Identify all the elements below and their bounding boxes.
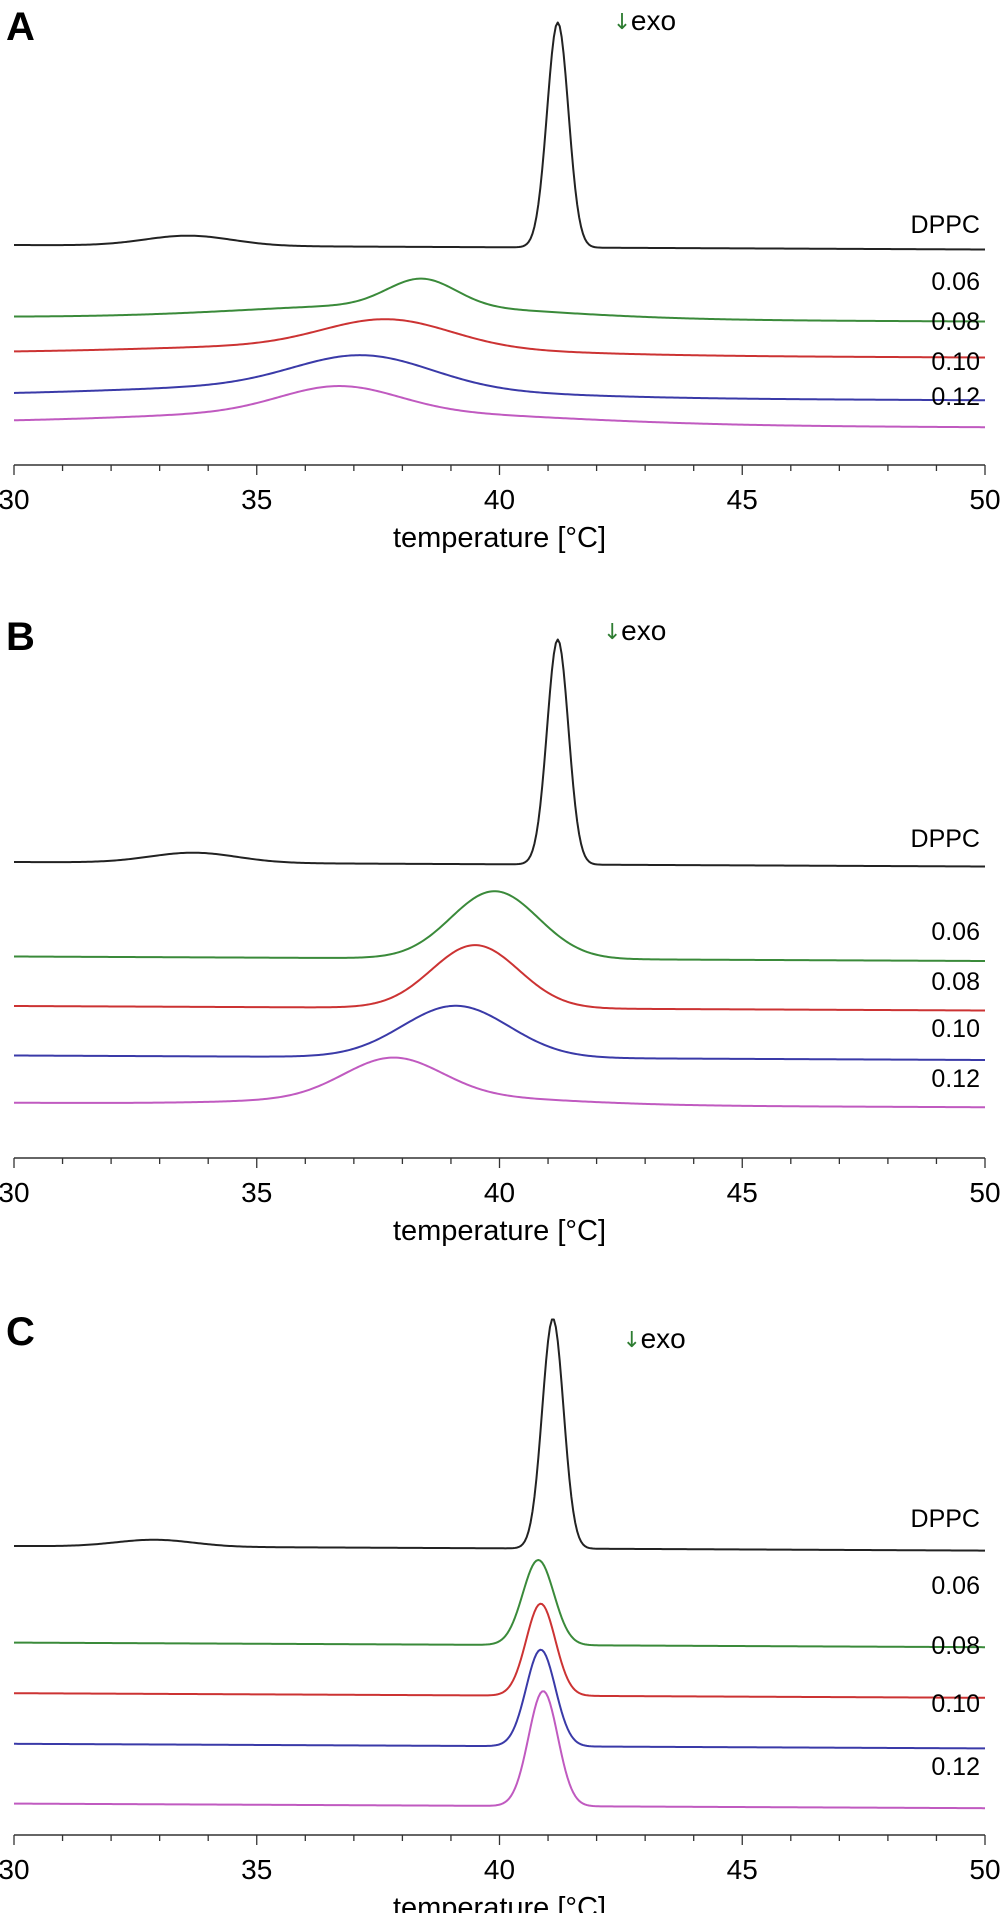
curve-label-0-06: 0.06 <box>931 268 980 296</box>
exo-arrow-icon: ↓ <box>603 620 621 645</box>
curve-0-06 <box>13 277 986 323</box>
curve-0-12 <box>13 385 986 429</box>
panel-a: A ↓ exo DPPC 0.06 0.08 0.10 0.12 30 35 40 45 50 tempe… <box>0 5 1001 554</box>
panel-letter: C <box>6 1310 35 1354</box>
exo-label: exo <box>631 5 676 36</box>
curve-0-08 <box>13 318 985 359</box>
x-tick-label: 40 <box>484 1854 515 1885</box>
curve-label-0-12: 0.12 <box>931 383 980 411</box>
curve-label-0-08: 0.08 <box>931 1632 980 1660</box>
exo-arrow-icon: ↓ <box>623 1328 641 1353</box>
curve-0-10 <box>13 1004 986 1061</box>
curve-0-08 <box>13 1602 986 1699</box>
x-tick-label: 35 <box>241 1177 272 1208</box>
curve-label-0-06: 0.06 <box>931 918 980 946</box>
curve-label-0-12: 0.12 <box>931 1065 980 1093</box>
curve-DPPC <box>14 21 986 251</box>
x-tick-label: 45 <box>727 484 758 515</box>
exo-arrow-icon: ↓ <box>613 10 631 35</box>
exo-label: exo <box>621 615 666 646</box>
curve-DPPC <box>13 638 986 868</box>
exo-label: exo <box>641 1323 686 1354</box>
x-axis-title: temperature [°C] <box>393 1892 606 1913</box>
curve-label-DPPC: DPPC <box>911 211 980 239</box>
curve-0-12 <box>13 1690 986 1810</box>
curve-label-0-12: 0.12 <box>931 1753 980 1781</box>
x-tick-label: 45 <box>727 1854 758 1885</box>
curve-0-12 <box>13 1056 986 1109</box>
panel-letter: A <box>6 5 35 49</box>
x-tick-label: 30 <box>0 1854 30 1885</box>
x-tick-label: 50 <box>969 484 1000 515</box>
curve-0-06 <box>13 1558 986 1649</box>
panel-c: C ↓ exo DPPC 0.06 0.08 0.10 0.12 30 35 40 45 50 tempe… <box>0 1310 1001 1913</box>
curve-label-DPPC: DPPC <box>911 1505 980 1533</box>
x-tick-label: 45 <box>727 1177 758 1208</box>
curve-label-0-10: 0.10 <box>931 1690 980 1718</box>
x-tick-label: 50 <box>969 1177 1000 1208</box>
x-tick-label: 30 <box>0 1177 30 1208</box>
curve-label-0-10: 0.10 <box>931 1015 980 1043</box>
curve-label-0-08: 0.08 <box>931 308 980 336</box>
panel-letter: B <box>6 615 35 659</box>
curve-DPPC <box>13 1318 986 1552</box>
x-tick-label: 50 <box>969 1854 1000 1885</box>
x-axis-title: temperature [°C] <box>393 522 606 554</box>
x-tick-label: 35 <box>241 1854 272 1885</box>
x-tick-label: 35 <box>241 484 272 515</box>
curve-0-10 <box>13 354 986 402</box>
curve-0-08 <box>13 944 986 1012</box>
curve-label-0-06: 0.06 <box>931 1572 980 1600</box>
curve-0-10 <box>13 1648 986 1750</box>
x-tick-label: 30 <box>0 484 30 515</box>
curve-label-DPPC: DPPC <box>911 825 980 853</box>
x-tick-label: 40 <box>484 1177 515 1208</box>
curve-0-06 <box>13 890 986 962</box>
x-axis-title: temperature [°C] <box>393 1215 606 1247</box>
curve-label-0-10: 0.10 <box>931 348 980 376</box>
panel-b: B ↓ exo DPPC 0.06 0.08 0.10 0.12 30 35 40 45 50 tempe… <box>0 615 1001 1247</box>
x-tick-label: 40 <box>484 484 515 515</box>
curve-label-0-08: 0.08 <box>931 968 980 996</box>
